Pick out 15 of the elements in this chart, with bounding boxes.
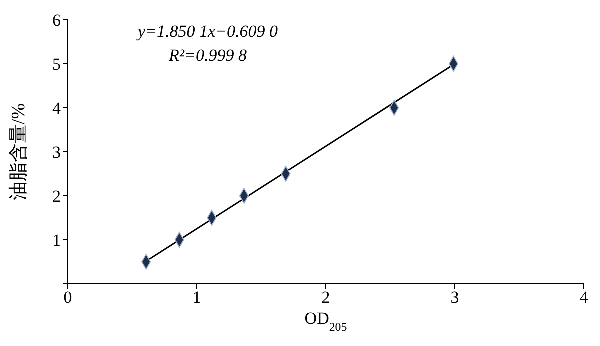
annotation: y=1.850 1x−0.609 0 (138, 21, 278, 43)
y-tick-label: 2 (52, 187, 61, 206)
y-tick-label: 5 (52, 55, 61, 74)
annotation: R²=0.999 8 (168, 45, 248, 67)
y-tick-label: 4 (52, 99, 62, 118)
x-tick-label: 0 (64, 288, 72, 308)
y-tick-label: 1 (52, 231, 61, 250)
x-tick-label: 2 (322, 288, 330, 308)
x-tick-label: 1 (192, 288, 202, 308)
x-axis-title: OD$_{205}$ (304, 309, 348, 334)
x-tick-label: 3 (450, 288, 460, 308)
y-tick-label: 3 (52, 143, 61, 162)
x-tick-label: 4 (580, 288, 589, 308)
y-axis-title: 油脂含量/% (8, 103, 30, 201)
y-tick-label: 6 (52, 11, 61, 30)
